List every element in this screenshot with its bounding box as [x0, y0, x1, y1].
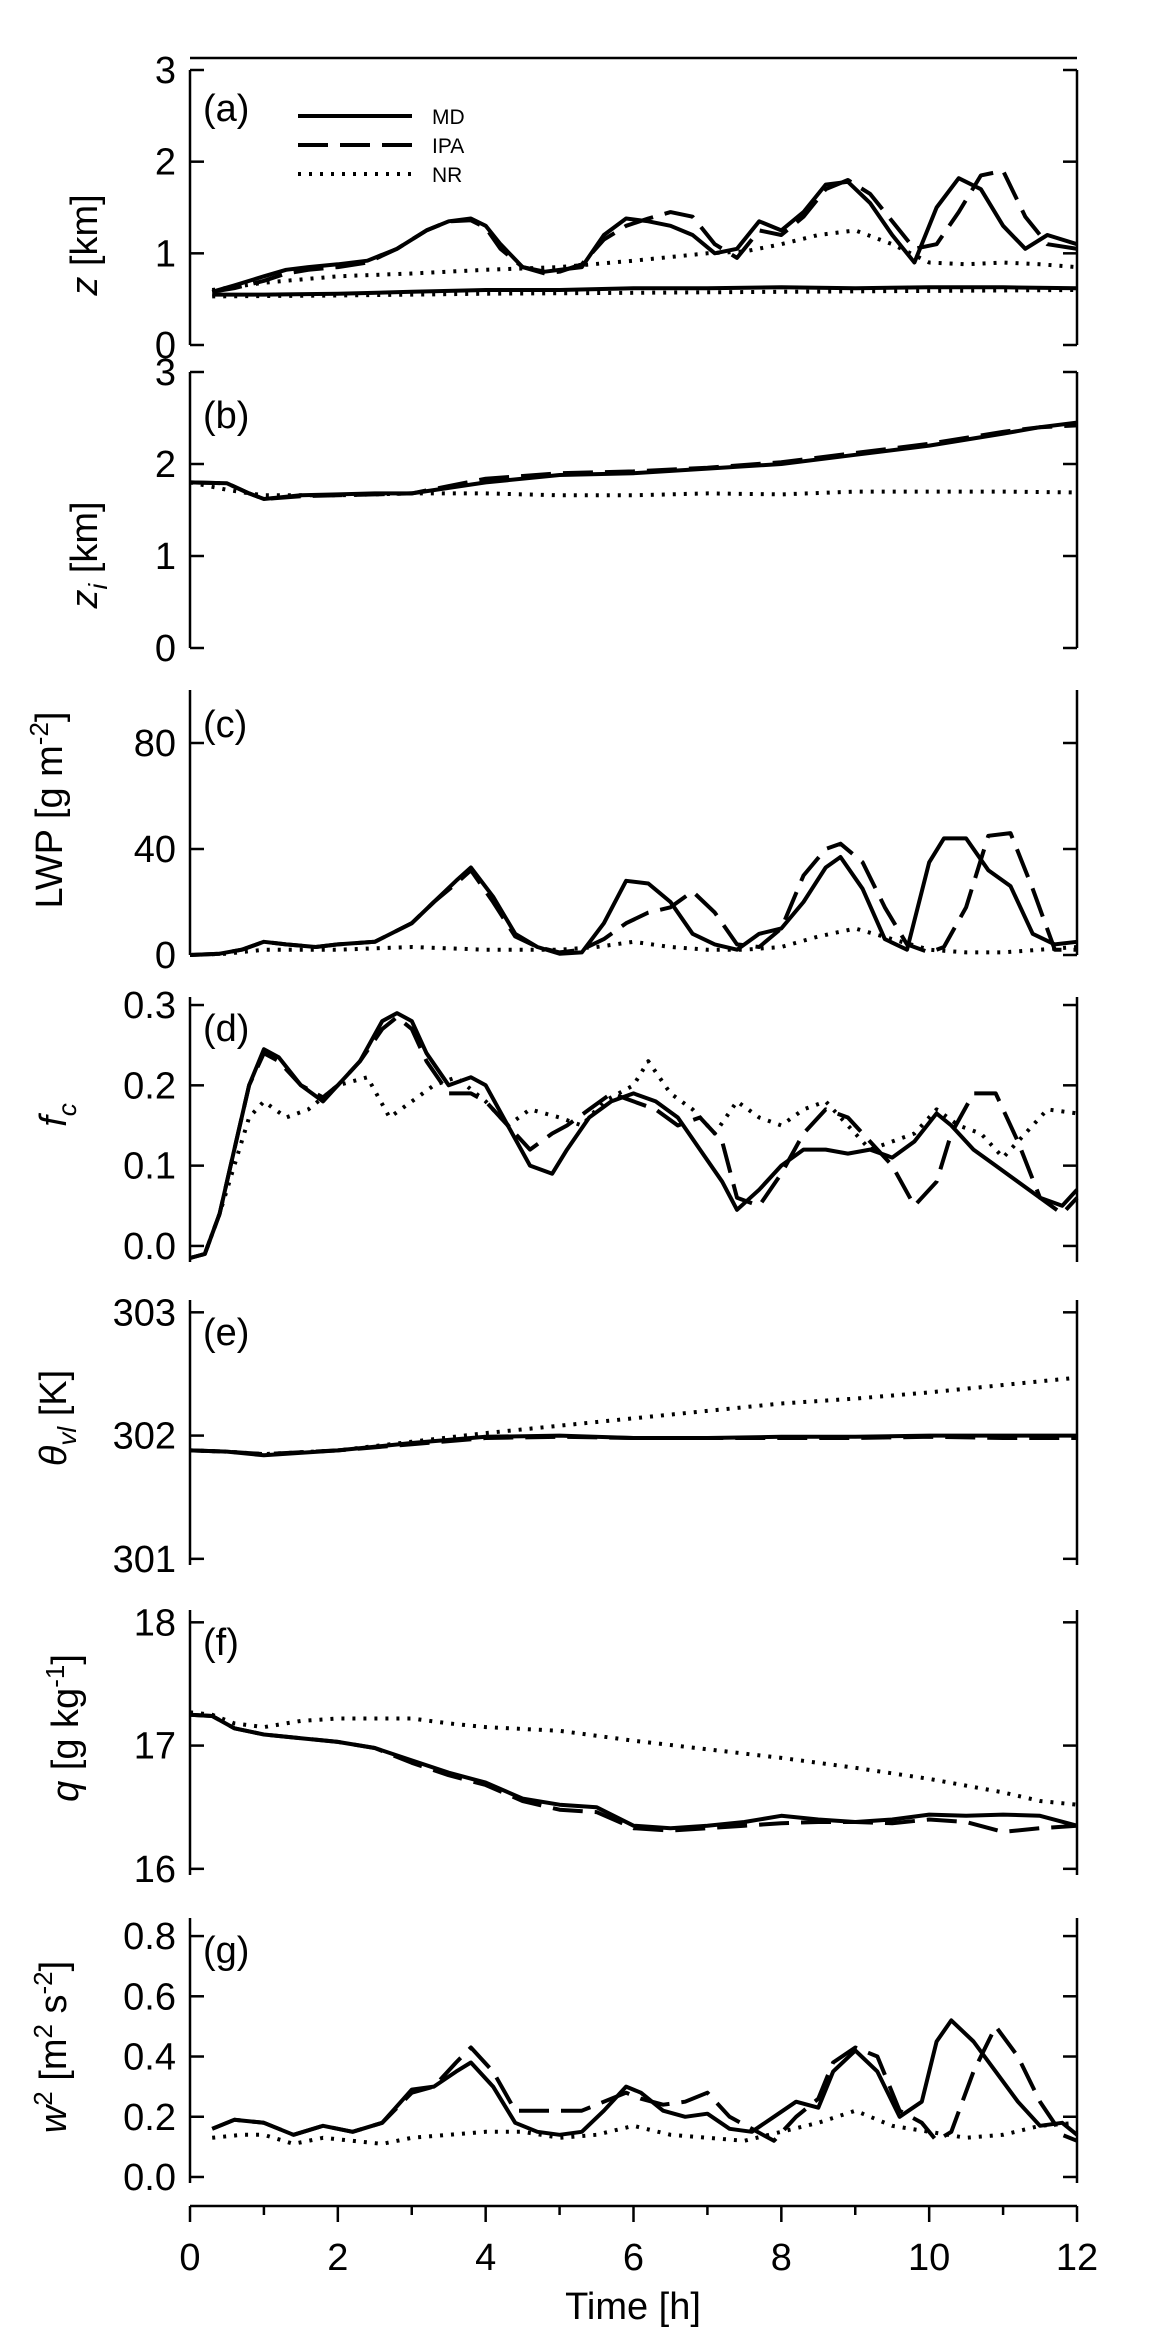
y-tick-label: 0.0	[123, 2157, 176, 2199]
y-axis-label: q [g kg-1]	[40, 1654, 87, 1802]
series-line-ipa	[189, 423, 1078, 501]
y-tick-label: 0.1	[123, 1146, 176, 1188]
series-line-nr	[189, 1059, 1078, 1260]
x-tick-label: 10	[908, 2237, 950, 2279]
panel-label: (f)	[203, 1622, 239, 1664]
x-axis: Time [h] 0 2 4 6 8 10 12	[179, 2204, 1098, 2328]
y-axis-label: z [km]	[64, 194, 106, 296]
y-tick-label: 1	[155, 233, 176, 275]
series-line-md	[189, 420, 1078, 501]
series-line-md	[211, 176, 1078, 294]
series-line-ipa	[211, 168, 1078, 294]
panel-e: (e) θvl [K] 301 302 303	[33, 1292, 1079, 1581]
x-tick-label: 8	[771, 2237, 792, 2279]
series-line-md	[189, 836, 1078, 957]
y-axis-label: LWP [g m-2]	[24, 712, 71, 909]
series-line-nr	[211, 228, 1078, 292]
y-tick-label: 0.0	[123, 1226, 176, 1268]
x-tick-label: 6	[623, 2237, 644, 2279]
x-axis-label: Time [h]	[565, 2286, 701, 2328]
y-tick-label: 40	[134, 829, 176, 871]
y-tick-label: 18	[134, 1602, 176, 1644]
legend-label-nr: NR	[432, 164, 462, 187]
y-axis-label: w2 [m2 s-2]	[28, 1961, 75, 2133]
y-axis-label: zi [km]	[64, 501, 113, 609]
y-tick-label: 2	[155, 444, 176, 486]
y-tick-label: 0.2	[123, 1065, 176, 1107]
y-tick-label: 301	[113, 1539, 176, 1581]
panel-a: (a) z [km] 0 1 2 3	[64, 50, 1079, 367]
y-tick-label: 302	[113, 1416, 176, 1458]
x-tick-label: 2	[327, 2237, 348, 2279]
series-line-ipa	[189, 1015, 1079, 1260]
y-tick-label: 80	[134, 723, 176, 765]
panel-label: (b)	[203, 395, 249, 437]
series-line-ipa	[211, 2024, 1078, 2143]
y-tick-label: 17	[134, 1726, 176, 1768]
y-tick-label: 303	[113, 1292, 176, 1334]
legend: MD IPA NR	[298, 106, 465, 187]
legend-label-ipa: IPA	[432, 135, 464, 158]
series-line-nr	[189, 1710, 1078, 1807]
y-axis-label: fc	[33, 1103, 82, 1127]
y-tick-label: 0	[155, 325, 176, 367]
panel-g: (g) w2 [m2 s-2] 0.0 0.2 0.4 0.6 0.8	[28, 1916, 1079, 2199]
series-line-md-base	[212, 285, 1078, 297]
x-tick-label: 4	[475, 2237, 496, 2279]
panel-label: (c)	[203, 704, 247, 746]
panel-d: (d) fc 0.0 0.1 0.2 0.3	[33, 985, 1079, 1268]
panel-c: (c) LWP [g m-2] 0 40 80	[24, 690, 1079, 977]
series-line-ipa	[189, 1434, 1077, 1457]
x-tick-label: 12	[1056, 2237, 1098, 2279]
panel-label: (e)	[203, 1312, 249, 1354]
y-tick-label: 0.6	[123, 1976, 176, 2018]
panel-b: (b) zi [km] 0 1 2 3	[64, 352, 1079, 670]
y-tick-label: 0.3	[123, 985, 176, 1027]
panel-label: (g)	[203, 1930, 249, 1972]
series-line-nr	[211, 2108, 1078, 2146]
x-tick-label: 0	[179, 2237, 200, 2279]
series-line-nr-base	[212, 288, 1078, 299]
series-line-nr	[189, 1375, 1078, 1457]
panel-label: (a)	[203, 88, 249, 130]
y-axis-label: θvl [K]	[33, 1370, 82, 1466]
series-line-md	[189, 1712, 1078, 1831]
panel-f: (f) q [g kg-1] 16 17 18	[40, 1602, 1079, 1891]
y-tick-label: 3	[155, 50, 176, 92]
y-tick-label: 0.8	[123, 1916, 176, 1958]
series-line-nr	[189, 480, 1078, 498]
y-tick-label: 0.2	[123, 2097, 176, 2139]
series-line-md	[211, 2018, 1079, 2137]
series-line-ipa	[189, 1712, 1078, 1834]
y-tick-label: 1	[155, 536, 176, 578]
legend-label-md: MD	[432, 106, 465, 129]
y-tick-label: 2	[155, 142, 176, 184]
series-line-nr	[189, 926, 1078, 957]
y-tick-label: 0	[155, 935, 176, 977]
y-tick-label: 0.4	[123, 2037, 176, 2079]
series-line-ipa	[189, 831, 1077, 957]
y-tick-label: 0	[155, 628, 176, 670]
y-tick-label: 3	[155, 352, 176, 394]
y-tick-label: 16	[134, 1849, 176, 1891]
panel-label: (d)	[203, 1008, 249, 1050]
series-line-md	[189, 1011, 1079, 1260]
